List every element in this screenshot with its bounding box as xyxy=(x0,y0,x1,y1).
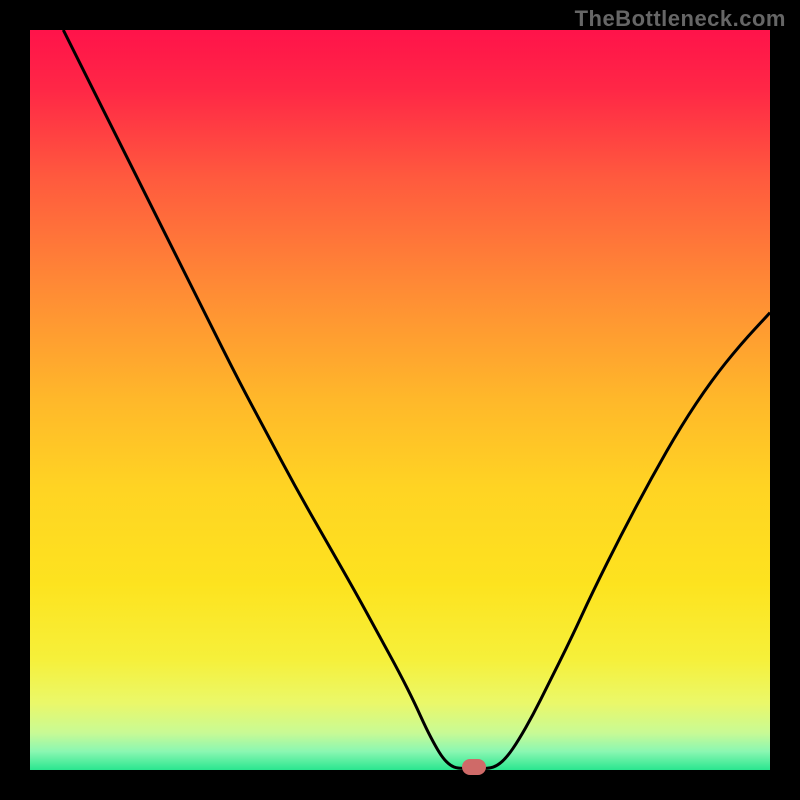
watermark-text: TheBottleneck.com xyxy=(575,6,786,32)
minimum-marker xyxy=(462,759,486,775)
chart-frame: TheBottleneck.com xyxy=(0,0,800,800)
bottleneck-curve xyxy=(30,30,770,770)
plot-area xyxy=(30,30,770,770)
